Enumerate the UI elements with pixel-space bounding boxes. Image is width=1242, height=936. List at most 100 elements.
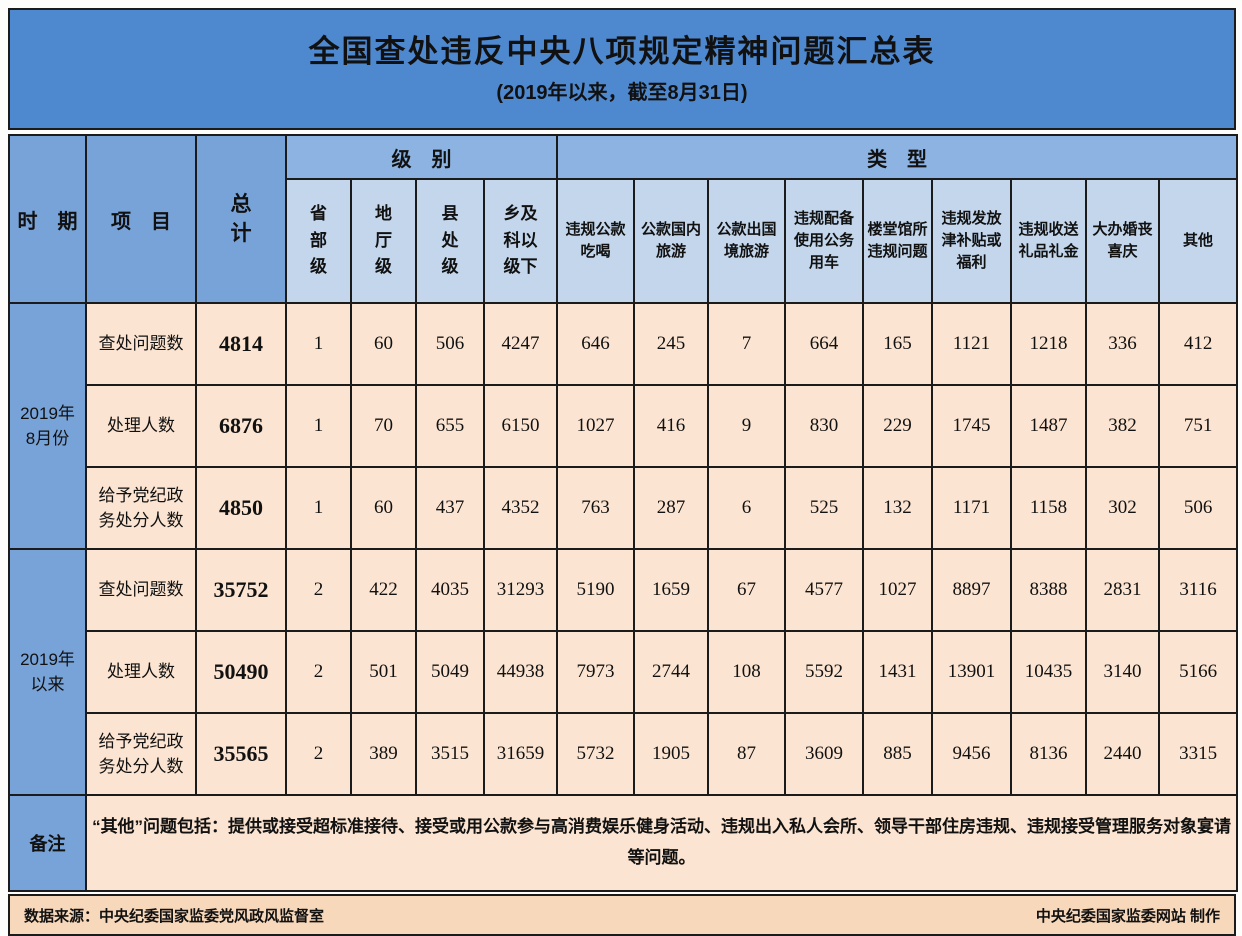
total-cell: 4814 xyxy=(195,302,287,386)
value-cell: 5592 xyxy=(784,630,864,714)
value-cell: 1218 xyxy=(1010,302,1087,386)
value-cell: 60 xyxy=(350,466,417,550)
value-cell: 3140 xyxy=(1085,630,1160,714)
value-cell: 5166 xyxy=(1157,630,1239,714)
value-cell: 31659 xyxy=(483,712,558,796)
note-label: 备注 xyxy=(8,794,87,892)
row-label: 查处问题数 xyxy=(85,302,197,386)
value-cell: 165 xyxy=(862,302,933,386)
note-text: “其他”问题包括：提供或接受超标准接待、接受或用公款参与高消费娱乐健身活动、违规… xyxy=(84,794,1239,892)
value-cell: 4035 xyxy=(415,548,485,632)
column-header-allowances: 违规发放 津补贴或 福利 xyxy=(931,178,1012,304)
period-cell-ytd: 2019年 以来 xyxy=(8,548,87,796)
value-cell: 1431 xyxy=(862,630,933,714)
value-cell: 1 xyxy=(285,384,352,468)
value-cell: 3515 xyxy=(415,712,485,796)
table-row: 处理人数 6876 1 70 655 6150 1027 416 9 830 2… xyxy=(9,384,1239,468)
column-header-gifts: 违规收送 礼品礼金 xyxy=(1010,178,1087,304)
value-cell: 830 xyxy=(784,384,864,468)
value-cell: 5049 xyxy=(415,630,485,714)
row-label: 处理人数 xyxy=(85,630,197,714)
value-cell: 501 xyxy=(350,630,417,714)
value-cell: 8897 xyxy=(931,548,1012,632)
column-header-domestic-travel: 公款国内 旅游 xyxy=(633,178,709,304)
value-cell: 132 xyxy=(862,466,933,550)
value-cell: 108 xyxy=(707,630,786,714)
header-sub-row: 省 部 级 地 厅 级 县 处 级 乡及 科以 级下 违规公款 吃喝 公款国内 … xyxy=(9,178,1239,304)
column-header-official-cars: 违规配备 使用公务 用车 xyxy=(784,178,864,304)
value-cell: 3315 xyxy=(1157,712,1239,796)
value-cell: 2831 xyxy=(1085,548,1160,632)
value-cell: 2 xyxy=(285,712,352,796)
header-item: 项 目 xyxy=(85,134,197,304)
value-cell: 6150 xyxy=(483,384,558,468)
value-cell: 1 xyxy=(285,466,352,550)
value-cell: 2 xyxy=(285,548,352,632)
row-label: 给予党纪政 务处分人数 xyxy=(85,466,197,550)
value-cell: 2440 xyxy=(1085,712,1160,796)
header-group-row: 时 期 项 目 总 计 级 别 类 型 xyxy=(8,134,1239,304)
column-header-other: 其他 xyxy=(1157,178,1239,304)
value-cell: 1027 xyxy=(862,548,933,632)
value-cell: 1171 xyxy=(931,466,1012,550)
row-label: 查处问题数 xyxy=(85,548,197,632)
table-row: 处理人数 50490 2 501 5049 44938 7973 2744 10… xyxy=(9,630,1239,714)
column-header-county: 县 处 级 xyxy=(415,178,485,304)
value-cell: 1745 xyxy=(931,384,1012,468)
value-cell: 422 xyxy=(350,548,417,632)
header-total: 总 计 xyxy=(195,134,287,304)
header-period: 时 期 xyxy=(8,134,87,304)
value-cell: 1487 xyxy=(1010,384,1087,468)
value-cell: 70 xyxy=(350,384,417,468)
value-cell: 67 xyxy=(707,548,786,632)
value-cell: 4247 xyxy=(483,302,558,386)
value-cell: 1158 xyxy=(1010,466,1087,550)
row-label: 给予党纪政 务处分人数 xyxy=(85,712,197,796)
total-cell: 35752 xyxy=(195,548,287,632)
value-cell: 287 xyxy=(633,466,709,550)
value-cell: 5190 xyxy=(556,548,635,632)
value-cell: 885 xyxy=(862,712,933,796)
value-cell: 1659 xyxy=(633,548,709,632)
total-cell: 50490 xyxy=(195,630,287,714)
value-cell: 4577 xyxy=(784,548,864,632)
value-cell: 8388 xyxy=(1010,548,1087,632)
value-cell: 1905 xyxy=(633,712,709,796)
value-cell: 4352 xyxy=(483,466,558,550)
column-header-buildings: 楼堂馆所 违规问题 xyxy=(862,178,933,304)
table-row: 给予党纪政 务处分人数 35565 2 389 3515 31659 5732 … xyxy=(9,712,1239,796)
value-cell: 1121 xyxy=(931,302,1012,386)
value-cell: 7973 xyxy=(556,630,635,714)
value-cell: 646 xyxy=(556,302,635,386)
page-title: 全国查处违反中央八项规定精神问题汇总表 xyxy=(308,34,936,70)
value-cell: 3116 xyxy=(1157,548,1239,632)
value-cell: 13901 xyxy=(931,630,1012,714)
table-row: 2019年 8月份 查处问题数 4814 1 60 506 4247 646 2… xyxy=(8,302,1239,550)
total-cell: 4850 xyxy=(195,466,287,550)
value-cell: 763 xyxy=(556,466,635,550)
value-cell: 655 xyxy=(415,384,485,468)
table-row: 2019年 以来 查处问题数 35752 2 422 4035 31293 51… xyxy=(8,548,1239,796)
period-cell-august: 2019年 8月份 xyxy=(8,302,87,550)
value-cell: 412 xyxy=(1157,302,1239,386)
value-cell: 5732 xyxy=(556,712,635,796)
header-group-type: 类 型 xyxy=(555,134,1239,180)
note-row: 备注 “其他”问题包括：提供或接受超标准接待、接受或用公款参与高消费娱乐健身活动… xyxy=(8,794,1239,892)
data-source: 数据来源：中央纪委国家监委党风政风监督室 xyxy=(24,907,325,925)
value-cell: 3609 xyxy=(784,712,864,796)
value-cell: 87 xyxy=(707,712,786,796)
summary-table: 时 期 项 目 总 计 级 别 类 型 省 部 级 地 厅 级 县 处 级 乡及… xyxy=(8,134,1239,892)
page-subtitle: (2019年以来，截至8月31日) xyxy=(496,81,748,104)
column-header-province: 省 部 级 xyxy=(285,178,352,304)
value-cell: 2 xyxy=(285,630,352,714)
column-header-township: 乡及 科以 级下 xyxy=(483,178,558,304)
value-cell: 229 xyxy=(862,384,933,468)
value-cell: 1027 xyxy=(556,384,635,468)
value-cell: 664 xyxy=(784,302,864,386)
column-header-ceremonies: 大办婚丧 喜庆 xyxy=(1085,178,1160,304)
title-banner: 全国查处违反中央八项规定精神问题汇总表 (2019年以来，截至8月31日) xyxy=(8,8,1236,130)
value-cell: 525 xyxy=(784,466,864,550)
credit: 中央纪委国家监委网站 制作 xyxy=(1035,907,1220,925)
table-row: 给予党纪政 务处分人数 4850 1 60 437 4352 763 287 6… xyxy=(9,466,1239,550)
